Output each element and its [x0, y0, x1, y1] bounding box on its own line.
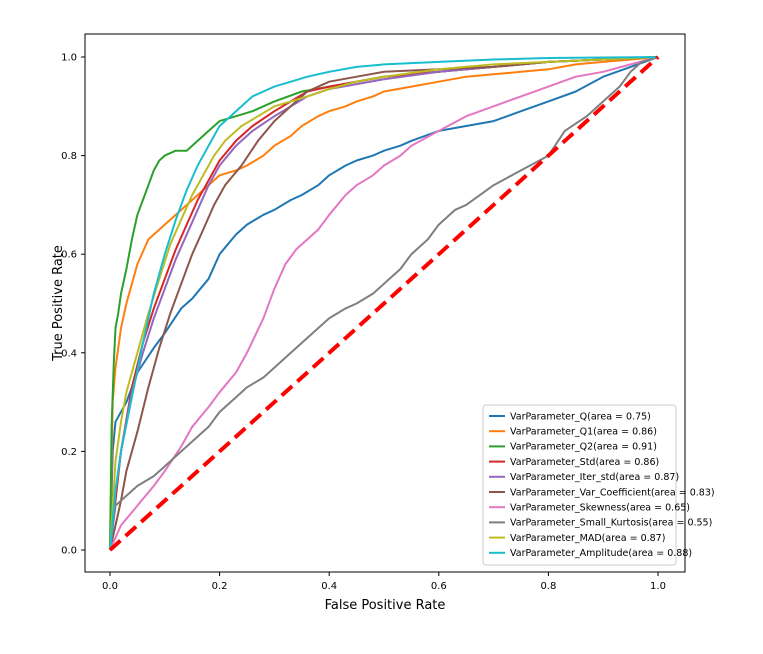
legend-box: [482, 404, 677, 566]
x-axis-title: False Positive Rate: [325, 598, 446, 613]
y-axis-title: True Positive Rate: [51, 245, 66, 362]
legend-entry: VarParameter_Amplitude(area = 0.88): [510, 548, 692, 559]
x-tick-label: 0.2: [212, 581, 228, 592]
y-tick-label: 0.6: [61, 250, 77, 261]
legend-entry: VarParameter_Std(area = 0.86): [510, 457, 659, 468]
y-tick-label: 1.0: [61, 53, 77, 64]
x-tick-label: 1.0: [650, 581, 666, 592]
legend-entry: VarParameter_Q1(area = 0.86): [510, 427, 657, 438]
legend-entry: VarParameter_Skewness(area = 0.65): [510, 503, 690, 514]
legend-entry: VarParameter_Iter_std(area = 0.87): [510, 472, 679, 483]
legend: VarParameter_Q(area = 0.75) VarParameter_…: [482, 404, 715, 566]
y-tick-label: 0.0: [61, 546, 77, 557]
series-line-6: [109, 56, 659, 551]
roc-curves: [109, 56, 659, 551]
legend-entry: VarParameter_Var_Coefficient(area = 0.83…: [510, 487, 715, 498]
legend-entry: VarParameter_Q2(area = 0.91): [510, 442, 657, 453]
plot-frame: [84, 33, 686, 573]
series-line-9: [109, 56, 659, 551]
x-tick-label: 0.4: [321, 581, 337, 592]
chance-reference-line: [108, 55, 660, 552]
legend-entry: VarParameter_MAD(area = 0.87): [510, 533, 665, 544]
series-line-1: [109, 56, 659, 551]
y-tick-label: 0.4: [61, 348, 77, 359]
series-line-8: [109, 56, 659, 551]
series-line-0: [109, 56, 659, 551]
y-tick-label: 0.2: [61, 447, 77, 458]
series-line-7: [109, 56, 659, 551]
y-axis-ticks: 0.0 0.2 0.4 0.6 0.8 1.0: [61, 53, 85, 557]
legend-entry: VarParameter_Small_Kurtosis(area = 0.55): [510, 518, 712, 529]
legend-entry: VarParameter_Q(area = 0.75): [510, 411, 651, 422]
series-line-4: [109, 56, 659, 551]
y-tick-label: 0.8: [61, 151, 77, 162]
x-tick-label: 0.8: [540, 581, 556, 592]
x-axis-ticks: 0.0 0.2 0.4 0.6 0.8 1.0: [102, 572, 666, 592]
x-tick-label: 0.6: [431, 581, 447, 592]
x-tick-label: 0.0: [102, 581, 118, 592]
reference-line-group: [108, 55, 660, 552]
